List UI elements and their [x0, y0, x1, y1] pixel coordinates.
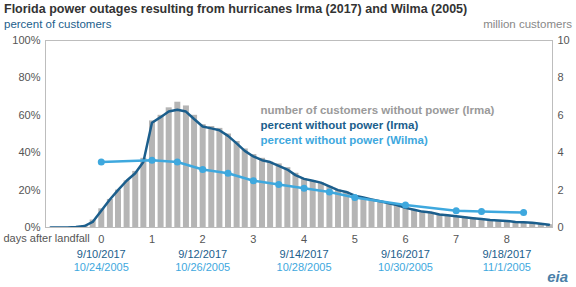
- svg-text:10: 10: [558, 34, 570, 46]
- svg-text:20%: 20%: [18, 184, 40, 196]
- html-text:percent of customers: percent of customers: [4, 18, 112, 30]
- svg-text:60%: 60%: [18, 109, 40, 121]
- svg-text:4: 4: [301, 233, 307, 245]
- svg-text:10/26/2005: 10/26/2005: [175, 261, 230, 273]
- svg-text:3: 3: [250, 233, 256, 245]
- svg-text:percent without power (Wilma): percent without power (Wilma): [261, 134, 428, 146]
- svg-text:0%: 0%: [24, 221, 41, 233]
- svg-text:10/28/2005: 10/28/2005: [277, 261, 332, 273]
- svg-text:6: 6: [558, 109, 564, 121]
- svg-text:4: 4: [558, 146, 564, 158]
- svg-text:8: 8: [504, 233, 510, 245]
- svg-text:7: 7: [453, 233, 459, 245]
- svg-text:9/14/2017: 9/14/2017: [280, 248, 329, 260]
- svg-text:0: 0: [558, 221, 564, 233]
- svg-text:8: 8: [558, 71, 564, 83]
- svg-text:10/30/2005: 10/30/2005: [378, 261, 433, 273]
- svg-text:1: 1: [149, 233, 155, 245]
- svg-text:6: 6: [402, 233, 408, 245]
- svg-text:9/18/2017: 9/18/2017: [482, 248, 531, 260]
- svg-text:2: 2: [558, 184, 564, 196]
- html-text:Florida power outages resultin: Florida power outages resulting from hur…: [4, 2, 468, 16]
- svg-text:9/16/2017: 9/16/2017: [381, 248, 430, 260]
- svg-text:9/12/2017: 9/12/2017: [178, 248, 227, 260]
- svg-text:5: 5: [352, 233, 358, 245]
- svg-text:days after landfall: days after landfall: [4, 232, 90, 244]
- svg-text:number of customers without po: number of customers without power (Irma): [261, 104, 495, 116]
- svg-text:80%: 80%: [18, 71, 40, 83]
- svg-text:9/10/2017: 9/10/2017: [77, 248, 126, 260]
- svg-text:0: 0: [98, 233, 104, 245]
- svg-text:11/1/2005: 11/1/2005: [483, 261, 531, 273]
- html-text:eia: eia: [547, 268, 568, 285]
- svg-text:40%: 40%: [18, 146, 40, 158]
- svg-text:10/24/2005: 10/24/2005: [74, 261, 129, 273]
- svg-text:100%: 100%: [12, 34, 40, 46]
- svg-text:2: 2: [200, 233, 206, 245]
- html-text:million customers: million customers: [483, 18, 572, 30]
- svg-text:percent without power (Irma): percent without power (Irma): [261, 119, 419, 131]
